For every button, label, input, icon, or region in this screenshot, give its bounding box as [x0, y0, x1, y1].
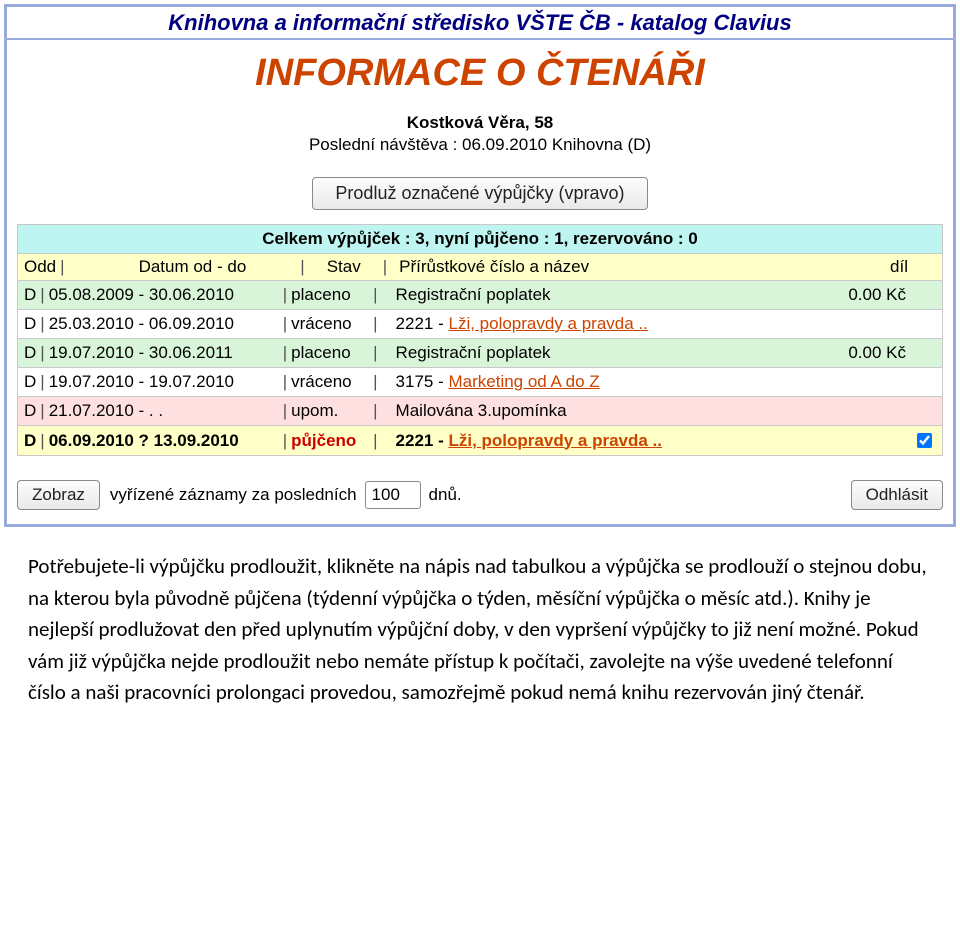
cell-dates: 21.07.2010 - . . — [49, 401, 279, 421]
separator: | — [373, 372, 377, 392]
cell-title: Mailována 3.upomínka — [382, 401, 936, 421]
separator: | — [373, 431, 377, 451]
cell-dates: 19.07.2010 - 19.07.2010 — [49, 372, 279, 392]
reader-last-visit: Poslední návštěva : 06.09.2010 Knihovna … — [7, 135, 953, 155]
cell-title: Registrační poplatek — [382, 285, 831, 305]
col-sep: | — [383, 257, 387, 277]
cell-status: vráceno — [291, 372, 369, 392]
help-paragraph: Potřebujete-li výpůjčku prodloužit, klik… — [28, 551, 932, 709]
separator: | — [373, 401, 377, 421]
window-title: Knihovna a informační středisko VŠTE ČB … — [168, 10, 791, 35]
table-row: D|05.08.2009 - 30.06.2010|placeno|Regist… — [18, 281, 942, 310]
col-dates-pad — [69, 257, 139, 277]
summary-row: Celkem výpůjček : 3, nyní půjčeno : 1, r… — [18, 225, 942, 254]
separator: | — [40, 431, 44, 451]
col-dates: Datum od - do — [139, 257, 247, 277]
item-link[interactable]: Lži, polopravdy a pravda .. — [448, 314, 647, 333]
loans-table: Celkem výpůjček : 3, nyní půjčeno : 1, r… — [17, 224, 943, 456]
cell-odd: D — [24, 401, 36, 421]
rows-container: D|05.08.2009 - 30.06.2010|placeno|Regist… — [18, 281, 942, 455]
cell-odd: D — [24, 343, 36, 363]
cell-status: placeno — [291, 285, 369, 305]
cell-amount: 0.00 Kč — [848, 343, 906, 363]
cell-status: vráceno — [291, 314, 369, 334]
item-link[interactable]: Marketing od A do Z — [448, 372, 599, 391]
col-dil: díl — [850, 257, 908, 277]
cell-title: 2221 - Lži, polopravdy a pravda .. — [382, 431, 917, 451]
separator: | — [40, 285, 44, 305]
row-checkbox[interactable] — [917, 433, 932, 448]
table-row: D|19.07.2010 - 19.07.2010|vráceno|3175 -… — [18, 368, 942, 397]
col-stav-pad2 — [361, 257, 379, 277]
table-row: D|25.03.2010 - 06.09.2010|vráceno|2221 -… — [18, 310, 942, 339]
cell-title: Registrační poplatek — [382, 343, 831, 363]
col-dates-pad2 — [246, 257, 296, 277]
bottom-text1: vyřízené záznamy za posledních — [110, 485, 357, 505]
table-row: D|21.07.2010 - . .|upom.|Mailována 3.upo… — [18, 397, 942, 426]
bottom-text2: dnů. — [429, 485, 462, 505]
cell-odd: D — [24, 431, 36, 451]
cell-title: 3175 - Marketing od A do Z — [382, 372, 936, 392]
prolong-button[interactable]: Prodluž označené výpůjčky (vpravo) — [312, 177, 647, 210]
window-title-bar: Knihovna a informační středisko VŠTE ČB … — [7, 7, 953, 40]
item-id: 2221 - — [396, 314, 449, 333]
table-row: D|19.07.2010 - 30.06.2011|placeno|Regist… — [18, 339, 942, 368]
item-link[interactable]: Lži, polopravdy a pravda .. — [448, 431, 662, 450]
cell-status: půjčeno — [291, 431, 369, 451]
cell-status: placeno — [291, 343, 369, 363]
cell-dates: 06.09.2010 ? 13.09.2010 — [49, 431, 279, 451]
separator: | — [373, 285, 377, 305]
logout-button[interactable]: Odhlásit — [851, 480, 943, 510]
cell-dates: 25.03.2010 - 06.09.2010 — [49, 314, 279, 334]
cell-dates: 19.07.2010 - 30.06.2011 — [49, 343, 279, 363]
col-sep: | — [300, 257, 304, 277]
col-prir: Přírůstkové číslo a název — [399, 257, 589, 277]
item-id: 2221 - — [396, 431, 449, 450]
separator: | — [373, 343, 377, 363]
item-text: Registrační poplatek — [396, 285, 551, 304]
cell-amount: 0.00 Kč — [848, 285, 906, 305]
app-panel: Knihovna a informační středisko VŠTE ČB … — [4, 4, 956, 527]
item-id: 3175 - — [396, 372, 449, 391]
separator: | — [283, 372, 287, 392]
separator: | — [40, 314, 44, 334]
table-header: Odd | Datum od - do | Stav | Přírůstkové… — [18, 254, 942, 281]
cell-dates: 05.08.2009 - 30.06.2010 — [49, 285, 279, 305]
cell-odd: D — [24, 372, 36, 392]
separator: | — [283, 285, 287, 305]
separator: | — [283, 314, 287, 334]
cell-odd: D — [24, 285, 36, 305]
col-prir-pad — [391, 257, 399, 277]
separator: | — [283, 401, 287, 421]
days-input[interactable] — [365, 481, 421, 509]
col-sep: | — [60, 257, 64, 277]
separator: | — [40, 343, 44, 363]
reader-info: Kostková Věra, 58 Poslední návštěva : 06… — [7, 113, 953, 155]
show-button[interactable]: Zobraz — [17, 480, 100, 510]
table-row: D|06.09.2010 ? 13.09.2010|půjčeno|2221 -… — [18, 426, 942, 455]
col-stav: Stav — [327, 257, 361, 277]
separator: | — [40, 372, 44, 392]
prolong-bar: Prodluž označené výpůjčky (vpravo) — [7, 177, 953, 210]
item-text: Registrační poplatek — [396, 343, 551, 362]
cell-odd: D — [24, 314, 36, 334]
separator: | — [283, 431, 287, 451]
item-text: Mailována 3.upomínka — [396, 401, 567, 420]
page-title: INFORMACE O ČTENÁŘI — [7, 52, 953, 95]
separator: | — [40, 401, 44, 421]
reader-name: Kostková Věra, 58 — [7, 113, 953, 133]
separator: | — [373, 314, 377, 334]
cell-status: upom. — [291, 401, 369, 421]
separator: | — [283, 343, 287, 363]
cell-title: 2221 - Lži, polopravdy a pravda .. — [382, 314, 936, 334]
bottom-bar: Zobraz vyřízené záznamy za posledních dn… — [7, 474, 953, 524]
col-stav-pad — [309, 257, 327, 277]
col-odd: Odd — [24, 257, 56, 277]
